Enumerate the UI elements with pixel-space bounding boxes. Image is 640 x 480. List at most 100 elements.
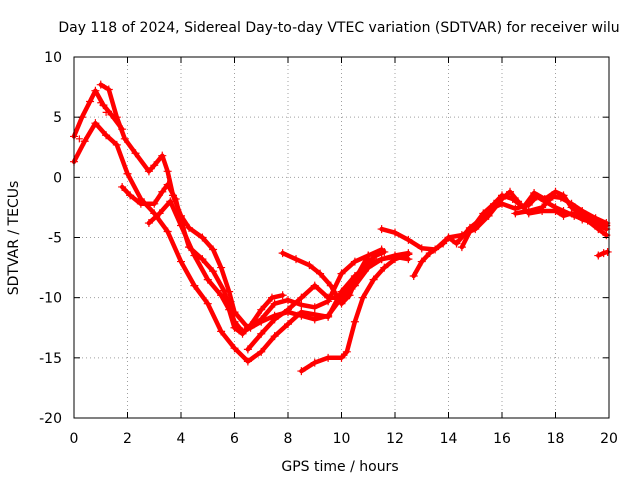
data-point — [219, 286, 228, 295]
series-track-13 — [594, 247, 612, 260]
data-point — [310, 315, 319, 324]
data-point — [324, 353, 333, 362]
data-point — [498, 191, 506, 200]
data-point — [316, 269, 325, 278]
data-point — [511, 209, 520, 218]
x-tick-label: 12 — [386, 431, 404, 447]
data-point — [508, 194, 517, 203]
series-track-7 — [278, 247, 389, 308]
data-point — [278, 291, 287, 300]
data-point — [86, 97, 95, 106]
data-point — [230, 344, 239, 353]
data-point — [267, 293, 276, 302]
data-point — [409, 272, 418, 281]
series-track-12 — [511, 192, 611, 228]
data-point — [567, 199, 576, 208]
data-point — [238, 329, 247, 338]
data-point — [524, 207, 533, 216]
data-point — [243, 345, 252, 354]
data-point — [198, 255, 207, 264]
data-point — [297, 300, 306, 309]
data-point — [284, 320, 292, 329]
chart-title: Day 118 of 2024, Sidereal Day-to-day VTE… — [58, 20, 619, 36]
data-point — [112, 113, 121, 122]
data-point — [380, 263, 389, 272]
data-point — [305, 261, 314, 270]
x-tick-label: 18 — [547, 431, 565, 447]
data-point — [126, 191, 135, 200]
data-point — [551, 203, 560, 212]
data-point — [337, 299, 346, 308]
data-point — [358, 293, 367, 302]
data-point — [297, 311, 306, 320]
data-point — [185, 223, 194, 232]
data-point — [570, 211, 579, 220]
data-point — [324, 293, 333, 302]
data-point — [324, 311, 333, 320]
data-point — [136, 199, 145, 208]
data-point — [230, 323, 239, 332]
data-point — [257, 305, 266, 314]
data-point — [292, 255, 301, 264]
data-point — [404, 235, 413, 244]
data-point — [177, 221, 185, 230]
y-tick-label: -15 — [39, 351, 62, 367]
data-point — [270, 332, 279, 341]
y-tick-label: 10 — [44, 50, 62, 66]
data-point — [278, 249, 287, 258]
data-point — [391, 255, 399, 264]
data-point — [131, 149, 140, 158]
data-point — [417, 244, 426, 253]
data-point — [112, 140, 121, 149]
x-tick-label: 14 — [440, 431, 458, 447]
data-point — [337, 269, 346, 278]
x-axis-label: GPS time / hours — [281, 459, 398, 475]
data-point — [96, 80, 105, 89]
x-tick-label: 16 — [493, 431, 511, 447]
data-point — [559, 207, 568, 216]
series-line — [146, 199, 285, 337]
y-tick-label: -20 — [39, 411, 62, 427]
data-point — [203, 275, 212, 284]
data-point — [404, 250, 413, 259]
x-tick-label: 4 — [177, 431, 186, 447]
data-point — [190, 281, 199, 290]
data-point — [417, 257, 426, 266]
data-point — [350, 257, 359, 266]
data-point — [372, 251, 381, 260]
data-point — [243, 357, 252, 366]
data-point — [144, 219, 153, 228]
data-point — [158, 187, 167, 196]
data-point — [80, 137, 89, 146]
x-tick-label: 6 — [230, 431, 239, 447]
data-point — [297, 293, 306, 302]
data-point — [364, 257, 373, 266]
data-point — [257, 329, 266, 338]
data-point — [104, 85, 113, 94]
data-point — [297, 367, 306, 376]
data-point — [270, 315, 279, 324]
data-point — [150, 161, 159, 170]
data-point — [163, 167, 172, 176]
data-point — [209, 267, 218, 276]
data-point — [342, 347, 351, 356]
data-point — [310, 281, 319, 290]
data-point — [506, 187, 515, 196]
data-point — [457, 243, 466, 252]
data-point — [310, 358, 319, 367]
data-point — [225, 305, 234, 314]
series-track-9 — [377, 187, 611, 254]
data-point — [284, 305, 292, 314]
x-tick-label: 10 — [333, 431, 351, 447]
data-point — [452, 239, 461, 248]
series-track-8 — [297, 250, 413, 376]
x-tick-label: 0 — [70, 431, 79, 447]
data-point — [377, 225, 386, 234]
data-point — [217, 291, 226, 300]
data-point — [326, 281, 335, 290]
x-tick-label: 20 — [600, 431, 618, 447]
axis-ticks: 0 2 4 6 8 10 12 14 16 18 20 -20 -15 -10 -5 0 5 10 — [39, 50, 618, 447]
data-point — [538, 203, 547, 212]
data-point — [548, 192, 557, 201]
data-point — [102, 131, 111, 140]
